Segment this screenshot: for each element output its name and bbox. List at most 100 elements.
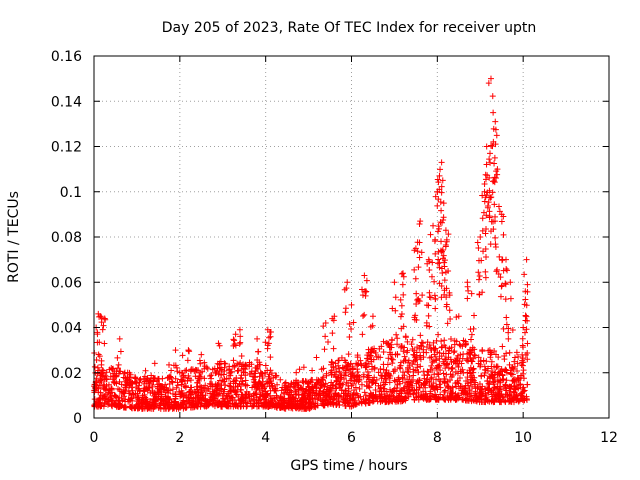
- data-point: [419, 292, 426, 299]
- data-point: [477, 234, 484, 240]
- chart-title: Day 205 of 2023, Rate Of TEC Index for r…: [162, 20, 537, 36]
- x-axis-label: GPS time / hours: [290, 458, 407, 474]
- data-point: [158, 396, 165, 403]
- data-point: [467, 370, 474, 377]
- data-point: [427, 231, 434, 238]
- data-point: [394, 351, 401, 358]
- data-point: [438, 159, 445, 166]
- data-point: [498, 283, 505, 290]
- data-point: [335, 392, 342, 399]
- data-point: [268, 380, 275, 387]
- data-point: [155, 404, 162, 411]
- data-point: [180, 392, 187, 399]
- data-point: [442, 269, 449, 276]
- data-point: [221, 364, 228, 371]
- data-point: [232, 331, 239, 338]
- data-point: [202, 392, 209, 399]
- data-point: [498, 218, 505, 225]
- data-point: [129, 380, 136, 387]
- data-point: [394, 341, 401, 348]
- data-point: [123, 382, 130, 389]
- data-point: [501, 383, 508, 390]
- data-point: [168, 367, 175, 374]
- data-point: [439, 269, 446, 276]
- y-tick-label: 0.12: [51, 140, 82, 156]
- data-point: [465, 350, 472, 357]
- data-point: [507, 385, 514, 392]
- data-point: [385, 340, 392, 347]
- data-point: [144, 403, 151, 410]
- data-point: [478, 373, 485, 380]
- data-point: [113, 394, 120, 401]
- data-point: [268, 395, 275, 402]
- data-point: [420, 388, 427, 395]
- data-point: [228, 387, 235, 394]
- data-point: [489, 189, 496, 196]
- data-point: [363, 360, 370, 367]
- data-point: [502, 280, 509, 287]
- data-point: [174, 382, 181, 389]
- data-point: [443, 371, 450, 378]
- data-point: [172, 375, 179, 382]
- data-point: [468, 331, 475, 338]
- data-point: [482, 390, 489, 397]
- data-point: [159, 382, 166, 389]
- data-point: [346, 395, 353, 402]
- data-point: [362, 400, 369, 407]
- data-point: [327, 400, 334, 407]
- data-point: [482, 230, 489, 237]
- data-point: [372, 392, 379, 399]
- data-point: [391, 396, 398, 403]
- data-point: [404, 347, 411, 354]
- data-point: [513, 349, 520, 356]
- data-point: [230, 342, 237, 349]
- data-point: [467, 336, 474, 343]
- data-point: [464, 390, 471, 397]
- data-point: [468, 290, 475, 297]
- data-point: [487, 150, 494, 157]
- data-point: [402, 394, 409, 401]
- data-point: [179, 352, 186, 359]
- data-point: [370, 356, 377, 363]
- data-point: [175, 400, 182, 407]
- data-point: [293, 369, 300, 376]
- data-point: [440, 394, 447, 401]
- data-point: [434, 396, 441, 403]
- data-point: [94, 364, 101, 371]
- data-point: [500, 267, 507, 274]
- data-point: [520, 324, 527, 331]
- data-point: [404, 389, 411, 396]
- data-point: [236, 380, 243, 387]
- data-point: [259, 389, 266, 396]
- data-point: [482, 268, 489, 275]
- data-point: [250, 397, 257, 404]
- data-point: [142, 396, 149, 403]
- data-point: [252, 368, 259, 375]
- data-point: [225, 375, 232, 382]
- data-point: [427, 388, 434, 395]
- data-point: [410, 358, 417, 365]
- data-point: [234, 368, 241, 375]
- data-point: [129, 387, 136, 394]
- y-tick-label: 0.02: [51, 366, 82, 382]
- data-point: [116, 398, 123, 405]
- data-point: [400, 291, 407, 298]
- data-point: [494, 171, 501, 178]
- data-point: [320, 388, 327, 395]
- y-tick-label: 0: [73, 411, 82, 427]
- data-point: [377, 366, 384, 373]
- data-point: [410, 351, 417, 358]
- data-point: [141, 378, 148, 385]
- data-point: [231, 362, 238, 369]
- data-point: [198, 351, 205, 358]
- data-point: [196, 375, 203, 382]
- data-point: [199, 389, 206, 396]
- data-point: [443, 303, 450, 310]
- data-point: [322, 380, 329, 387]
- data-point: [328, 371, 335, 378]
- data-point: [451, 348, 458, 355]
- data-point: [470, 355, 477, 362]
- data-point: [431, 351, 438, 358]
- data-point: [313, 354, 320, 361]
- data-point: [248, 403, 255, 410]
